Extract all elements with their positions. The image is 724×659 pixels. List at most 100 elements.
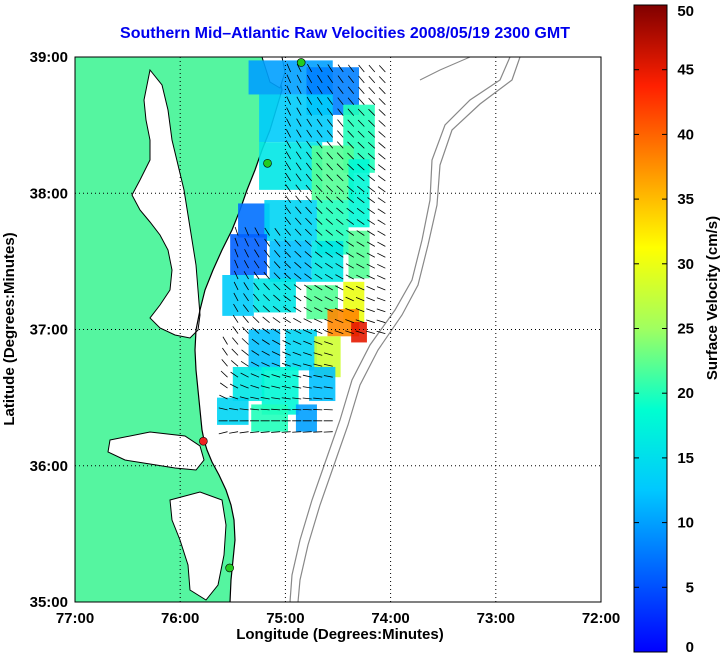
velocity-arrow [271, 362, 281, 367]
velocity-arrow [316, 118, 323, 127]
velocity-arrow [305, 162, 313, 171]
velocity-arrow [282, 340, 291, 345]
velocity-arrow [357, 185, 365, 193]
velocity-arrow [253, 282, 260, 291]
velocity-arrow [356, 196, 365, 204]
velocity-arrow [356, 274, 365, 280]
velocity-arrow [230, 371, 239, 378]
velocity-arrow [282, 362, 291, 367]
velocity-arrow [346, 196, 355, 204]
velocity-arrow [244, 227, 249, 236]
velocity-arrow [242, 304, 249, 313]
velocity-arrow [229, 431, 239, 434]
velocity-arrow [355, 308, 365, 313]
velocity-arrow [335, 274, 344, 280]
velocity-arrow [263, 271, 270, 280]
velocity-arrow [336, 152, 344, 160]
velocity-arrow [302, 363, 312, 367]
velocity-arrow [368, 108, 376, 116]
velocity-cell [222, 275, 254, 316]
velocity-arrow [376, 275, 386, 280]
velocity-arrow [325, 218, 334, 225]
velocity-arrow [261, 373, 270, 378]
velocity-arrow [316, 151, 323, 160]
velocity-cell [264, 200, 317, 241]
velocity-arrow [254, 227, 260, 236]
radar-station-marker [296, 58, 306, 67]
velocity-arrow [250, 396, 260, 400]
velocity-arrow [251, 350, 260, 356]
velocity-arrow [357, 130, 365, 138]
velocity-arrow [304, 262, 312, 269]
x-tick-label: 73:00 [477, 610, 515, 627]
velocity-arrow [234, 226, 239, 236]
bathymetry-contour-1 [289, 57, 511, 602]
velocity-arrow [274, 228, 281, 236]
velocity-arrow [285, 151, 292, 160]
y-tick-label: 36:00 [30, 458, 68, 475]
velocity-arrow [367, 141, 376, 149]
velocity-arrow [241, 338, 249, 345]
velocity-arrow [366, 274, 375, 280]
plot-frame [74, 56, 602, 603]
velocity-arrow [358, 86, 365, 95]
velocity-arrow [305, 206, 312, 214]
velocity-arrow [378, 65, 386, 73]
velocity-arrow [314, 307, 323, 313]
velocity-arrow [240, 360, 249, 367]
velocity-arrow [378, 109, 386, 116]
velocity-arrow [314, 262, 323, 269]
velocity-arrow [368, 130, 376, 138]
velocity-arrow [294, 250, 302, 258]
velocity-arrow [356, 219, 365, 225]
velocity-cell [217, 397, 249, 425]
velocity-arrow [305, 184, 313, 193]
velocity-arrow [366, 308, 375, 313]
velocity-arrow [263, 294, 270, 302]
velocity-arrow [306, 107, 313, 116]
velocity-arrow [292, 431, 302, 433]
velocity-arrow [306, 74, 313, 84]
velocity-arrow [271, 408, 281, 411]
velocity-arrow [272, 317, 281, 324]
velocity-arrow [286, 85, 292, 94]
velocity-arrow [252, 316, 260, 323]
velocity-arrow [220, 370, 228, 378]
velocity-arrow [303, 329, 312, 334]
velocity-arrow [376, 330, 386, 334]
velocity-arrow [306, 140, 313, 149]
x-tick-label: 76:00 [161, 610, 199, 627]
velocity-arrow [313, 397, 323, 400]
velocity-arrow [325, 262, 333, 269]
colorbar-tick-label: 30 [677, 256, 694, 273]
velocity-arrow [323, 363, 333, 367]
velocity-arrow [313, 329, 323, 334]
velocity-arrow [284, 239, 291, 247]
velocity-arrow [326, 130, 334, 138]
velocity-arrow [366, 263, 376, 269]
velocity-arrow [222, 347, 228, 356]
velocity-arrow [305, 217, 312, 225]
velocity-arrow [243, 260, 249, 269]
velocity-arrow [294, 228, 302, 236]
velocity-arrow [367, 186, 376, 193]
radar-station-marker [263, 158, 272, 168]
velocity-arrow [377, 186, 386, 193]
velocity-cell [251, 404, 289, 432]
velocity-arrow [304, 284, 312, 291]
velocity-arrow [303, 295, 312, 302]
velocity-arrow [244, 249, 249, 258]
velocity-arrow [295, 184, 302, 193]
velocity-arrow [315, 207, 323, 214]
velocity-arrow [313, 386, 323, 389]
velocity-cell [311, 240, 344, 282]
velocity-arrow [316, 96, 323, 105]
velocity-arrow [377, 241, 386, 247]
velocity-arrow [271, 374, 281, 378]
velocity-arrow [285, 140, 292, 149]
velocity-arrow [274, 239, 281, 247]
velocity-arrow [292, 340, 302, 345]
velocity-arrow [356, 263, 365, 269]
velocity-arrow [317, 75, 323, 84]
colorbar-ticks: 0 5 10 15 20 25 30 35 40 45 50 [634, 3, 694, 656]
